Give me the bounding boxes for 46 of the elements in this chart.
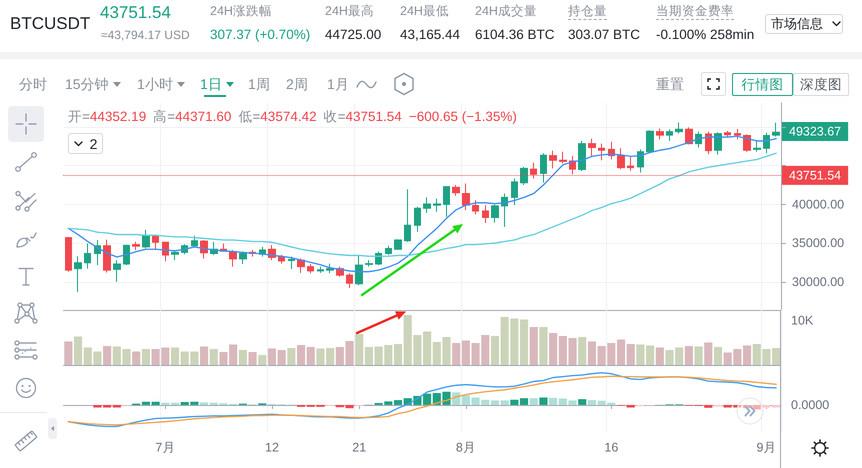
text: 持仓量: [568, 4, 607, 20]
text: 1日: [200, 76, 222, 93]
x-tick-label: 9月: [756, 440, 776, 454]
text: BTCUSDT: [10, 14, 90, 34]
text: ≈43,794.17 USD: [101, 28, 190, 42]
toggle-button: 行情图: [732, 73, 793, 96]
collapse-button: 2: [68, 133, 103, 154]
x-tick-label: 21: [352, 440, 366, 454]
text: 6104.36 BTC: [475, 27, 555, 44]
dropdown-button: 市场信息: [765, 14, 843, 34]
text: 分时: [19, 76, 47, 93]
text: 1月: [327, 76, 349, 93]
y-tick-label: 35000.00: [792, 236, 844, 250]
annotation: 高=44371.60: [153, 109, 232, 124]
x-tick-label: 16: [604, 440, 618, 454]
x-tick-label: 7月: [155, 440, 176, 454]
ref-line-label: 43751.54: [789, 168, 842, 182]
text: 24H成交量: [475, 4, 537, 19]
text: 1周: [248, 76, 270, 93]
text: 43,165.44: [400, 27, 460, 44]
x-tick-label: 12: [265, 440, 279, 454]
text: 15分钟: [65, 76, 109, 93]
text: 24H最高: [325, 4, 374, 19]
annotation: 低=43574.42: [238, 109, 317, 124]
text: 当期资金费率: [656, 4, 734, 20]
text: 303.07 BTC: [568, 27, 640, 44]
text: 1小时: [137, 76, 173, 93]
text: 2周: [286, 76, 308, 93]
annotation: 收=43751.54: [324, 109, 402, 124]
annotation: 2: [90, 136, 98, 152]
text: 24H涨跌幅: [210, 4, 272, 19]
text: 10K: [791, 314, 814, 328]
x-tick-label: 8月: [456, 440, 476, 454]
annotation: 开=44352.19: [68, 109, 146, 124]
toggle-button: 深度图: [793, 73, 849, 96]
text: 49323.67: [789, 124, 842, 138]
y-tick-label: 30000.00: [792, 274, 844, 289]
text: 0.0000: [791, 398, 830, 412]
text: -0.100% 258min: [656, 27, 754, 44]
y-tick-label: 40000.00: [792, 197, 844, 212]
text: 44725.00: [325, 27, 382, 44]
text: 重置: [656, 76, 684, 93]
text: 307.37 (+0.70%): [210, 27, 310, 44]
text: 24H最低: [400, 4, 449, 19]
text: 43751.54: [100, 3, 171, 24]
annotation: −600.65 (−1.35%): [408, 109, 517, 124]
